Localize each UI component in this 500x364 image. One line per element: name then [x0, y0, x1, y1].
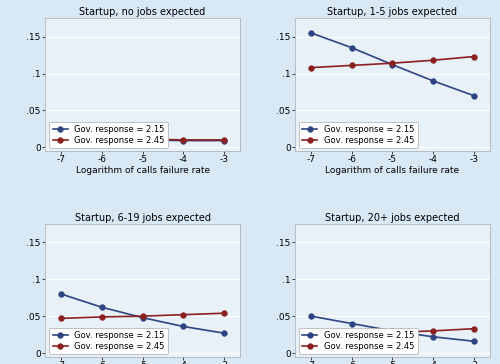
Gov. response = 2.45 — [430, 329, 436, 333]
Title: Startup, 20+ jobs expected: Startup, 20+ jobs expected — [325, 213, 460, 223]
Gov. response = 2.15 — [390, 329, 396, 333]
Gov. response = 2.45 — [349, 63, 355, 68]
Line: Gov. response = 2.45: Gov. response = 2.45 — [308, 326, 476, 337]
Gov. response = 2.15 — [430, 335, 436, 339]
Gov. response = 2.45 — [221, 138, 227, 142]
Title: Startup, 6-19 jobs expected: Startup, 6-19 jobs expected — [74, 213, 210, 223]
Line: Gov. response = 2.15: Gov. response = 2.15 — [308, 313, 476, 344]
Gov. response = 2.15 — [308, 31, 314, 35]
Gov. response = 2.15 — [308, 314, 314, 318]
Gov. response = 2.15 — [470, 339, 476, 343]
Gov. response = 2.45 — [58, 316, 64, 321]
Line: Gov. response = 2.15: Gov. response = 2.15 — [308, 30, 476, 98]
Gov. response = 2.45 — [308, 332, 314, 337]
Gov. response = 2.15 — [221, 138, 227, 143]
Line: Gov. response = 2.15: Gov. response = 2.15 — [58, 136, 226, 143]
Gov. response = 2.45 — [430, 58, 436, 62]
X-axis label: Logarithm of calls failure rate: Logarithm of calls failure rate — [76, 166, 210, 174]
Line: Gov. response = 2.45: Gov. response = 2.45 — [308, 54, 476, 70]
Gov. response = 2.15 — [140, 138, 145, 142]
Gov. response = 2.45 — [180, 313, 186, 317]
Gov. response = 2.15 — [180, 324, 186, 329]
Gov. response = 2.45 — [390, 61, 396, 66]
Gov. response = 2.45 — [221, 311, 227, 315]
Gov. response = 2.15 — [58, 292, 64, 296]
Gov. response = 2.45 — [390, 330, 396, 335]
Gov. response = 2.15 — [221, 331, 227, 335]
Gov. response = 2.15 — [349, 321, 355, 326]
Gov. response = 2.45 — [180, 138, 186, 142]
Title: Startup, 1-5 jobs expected: Startup, 1-5 jobs expected — [328, 7, 458, 17]
Gov. response = 2.45 — [140, 137, 145, 141]
Gov. response = 2.15 — [430, 79, 436, 83]
Gov. response = 2.45 — [99, 315, 105, 319]
Gov. response = 2.15 — [180, 138, 186, 143]
Gov. response = 2.45 — [470, 327, 476, 331]
Legend: Gov. response = 2.15, Gov. response = 2.45: Gov. response = 2.15, Gov. response = 2.… — [299, 122, 418, 148]
Gov. response = 2.45 — [58, 135, 64, 140]
Line: Gov. response = 2.45: Gov. response = 2.45 — [58, 310, 226, 321]
Title: Startup, no jobs expected: Startup, no jobs expected — [80, 7, 206, 17]
Gov. response = 2.15 — [58, 136, 64, 141]
Gov. response = 2.15 — [140, 316, 145, 320]
Gov. response = 2.45 — [308, 66, 314, 70]
Line: Gov. response = 2.45: Gov. response = 2.45 — [58, 135, 226, 143]
Gov. response = 2.45 — [140, 314, 145, 318]
Gov. response = 2.45 — [470, 54, 476, 59]
Legend: Gov. response = 2.15, Gov. response = 2.45: Gov. response = 2.15, Gov. response = 2.… — [49, 122, 168, 148]
Gov. response = 2.45 — [99, 136, 105, 141]
Legend: Gov. response = 2.15, Gov. response = 2.45: Gov. response = 2.15, Gov. response = 2.… — [299, 328, 418, 354]
Gov. response = 2.15 — [99, 305, 105, 309]
Gov. response = 2.45 — [349, 332, 355, 336]
Legend: Gov. response = 2.15, Gov. response = 2.45: Gov. response = 2.15, Gov. response = 2.… — [49, 328, 168, 354]
Gov. response = 2.15 — [470, 94, 476, 98]
Line: Gov. response = 2.15: Gov. response = 2.15 — [58, 291, 226, 336]
Gov. response = 2.15 — [390, 63, 396, 67]
Gov. response = 2.15 — [349, 46, 355, 50]
X-axis label: Logarithm of calls failure rate: Logarithm of calls failure rate — [326, 166, 460, 174]
Gov. response = 2.15 — [99, 137, 105, 141]
